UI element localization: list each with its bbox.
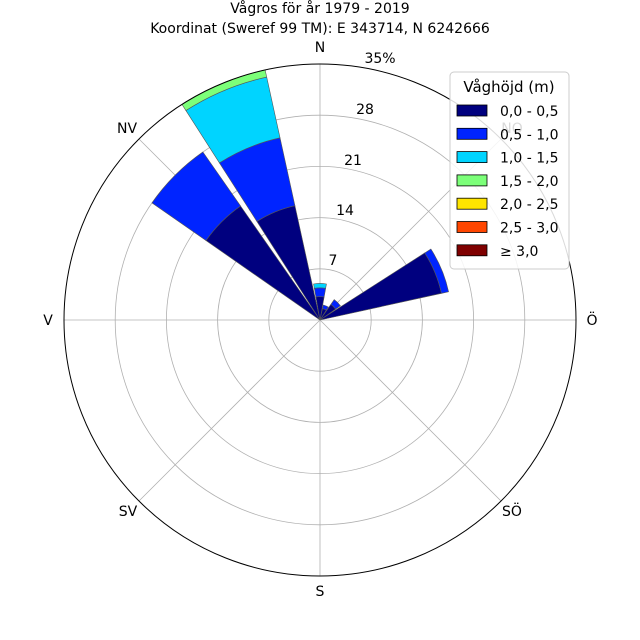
r-tick-label: 21 <box>344 153 362 169</box>
legend-label: 1,0 - 1,5 <box>500 151 558 167</box>
grid-spoke <box>138 319 321 502</box>
outer-circle <box>63 63 577 577</box>
dir-label-so: SÖ <box>502 502 522 520</box>
legend-label: 2,0 - 2,5 <box>500 197 558 213</box>
legend-swatch <box>456 104 488 117</box>
legend-label: ≥ 3,0 <box>500 244 538 260</box>
r-tick-label: 35% <box>364 51 395 67</box>
r-tick-label: 7 <box>329 253 338 269</box>
legend-label: 0,5 - 1,0 <box>500 127 558 143</box>
dir-label-nv: NV <box>117 121 137 137</box>
legend-swatch <box>456 221 488 233</box>
legend-swatch <box>456 174 488 187</box>
r-tick-label: 14 <box>336 203 354 219</box>
rose-bar <box>322 304 329 311</box>
rose-bar <box>151 151 241 241</box>
legend-swatch <box>456 127 488 140</box>
rose-bar <box>313 287 327 298</box>
sector-bars <box>151 69 449 321</box>
legend-swatch <box>456 244 488 257</box>
dir-label-v: V <box>43 313 53 329</box>
legend-label: 0,0 - 0,5 <box>500 104 558 120</box>
rose-bar <box>330 299 341 310</box>
dir-label-o: Ö <box>586 311 597 329</box>
legend-label: 2,5 - 3,0 <box>500 221 558 237</box>
legend-label: 1,5 - 2,0 <box>500 174 558 190</box>
grid-spoke <box>319 319 502 502</box>
dir-label-s: S <box>316 584 325 600</box>
chart-title: Vågros för år 1979 - 2019 <box>230 0 409 17</box>
rose-bar <box>424 248 449 294</box>
dir-label-sv: SV <box>119 504 138 520</box>
dir-label-n: N <box>315 40 325 56</box>
radial-ticks: 7 14 21 28 35% <box>329 51 396 269</box>
legend-frame <box>449 71 570 270</box>
rose-bar <box>313 283 327 289</box>
r-tick-label: 28 <box>356 102 374 118</box>
chart-subtitle: Koordinat (Sweref 99 TM): E 343714, N 62… <box>150 21 490 37</box>
legend-title: Våghöjd (m) <box>463 78 554 96</box>
rose-bar <box>319 252 442 321</box>
legend-swatch <box>456 151 488 164</box>
legend: Våghöjd (m) 0,0 - 0,5 0,5 - 1,0 1,0 - 1,5 1… <box>449 71 570 270</box>
legend-swatch <box>456 197 488 210</box>
